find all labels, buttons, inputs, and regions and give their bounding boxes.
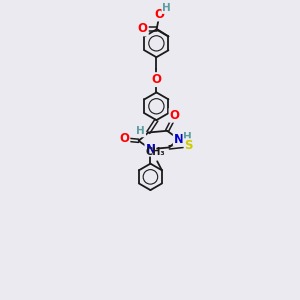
Text: H: H bbox=[162, 3, 171, 13]
Text: CH₃: CH₃ bbox=[146, 148, 165, 158]
Text: O: O bbox=[119, 132, 129, 145]
Text: S: S bbox=[184, 139, 193, 152]
Text: N: N bbox=[174, 133, 184, 146]
Text: N: N bbox=[146, 142, 155, 156]
Text: H: H bbox=[183, 132, 192, 142]
Text: H: H bbox=[136, 126, 145, 136]
Text: O: O bbox=[152, 73, 161, 86]
Text: O: O bbox=[169, 109, 179, 122]
Text: O: O bbox=[138, 22, 148, 35]
Text: O: O bbox=[154, 8, 164, 20]
